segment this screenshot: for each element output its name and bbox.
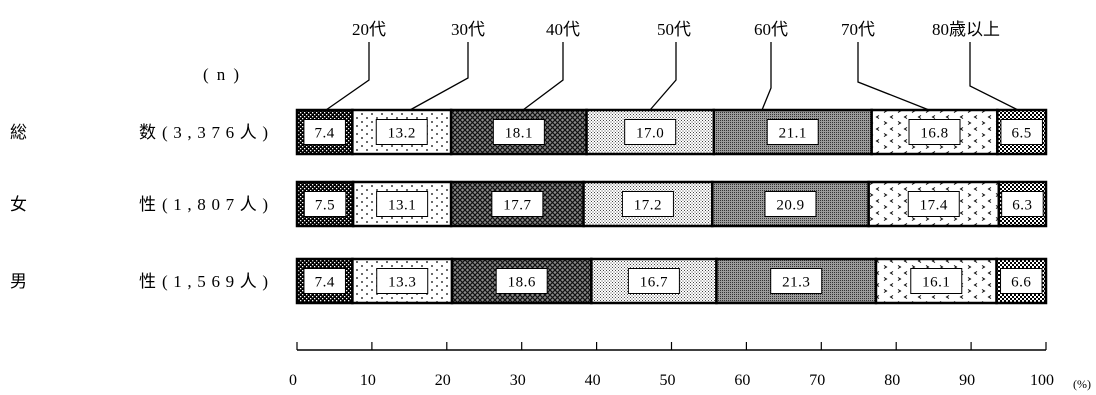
leader-line <box>857 42 930 111</box>
leader-line <box>409 42 469 111</box>
data-label: 13.1 <box>388 198 416 214</box>
data-label-box <box>764 191 817 217</box>
leader-line <box>761 42 772 111</box>
data-label: 13.2 <box>388 126 416 142</box>
data-label: 6.6 <box>1011 275 1031 291</box>
data-label-box <box>303 119 346 145</box>
legend-label: 20代 <box>352 20 386 39</box>
data-label: 16.7 <box>640 275 668 291</box>
category-labels: 総数 (3,376人) 女性 (1,807人) 男性 (1,569人) <box>10 123 268 291</box>
data-label: 16.1 <box>922 275 950 291</box>
bars: 7.4 13.2 18.1 17.0 21.1 16.8 6.5 7.5 13.1 17.7 17.… <box>295 108 1048 305</box>
data-label-box <box>910 268 963 294</box>
x-tick-label: 30 <box>510 372 526 389</box>
data-label: 17.0 <box>636 126 664 142</box>
data-label: 21.1 <box>779 126 807 142</box>
category-label: 総数 <box>10 123 156 142</box>
x-unit-label: (%) <box>1073 377 1091 391</box>
data-label: 16.8 <box>920 126 948 142</box>
data-label: 6.3 <box>1012 198 1032 214</box>
x-tick-label: 20 <box>435 372 451 389</box>
data-label-box <box>376 191 429 217</box>
x-tick-label: 0 <box>289 372 297 389</box>
data-label: 17.2 <box>634 198 662 214</box>
data-label: 18.1 <box>505 126 533 142</box>
data-label: 17.7 <box>503 198 531 214</box>
category-label: 男性 <box>10 272 156 291</box>
data-label-box <box>375 119 428 145</box>
leader-line <box>522 42 564 111</box>
x-tick-label: 90 <box>959 372 975 389</box>
data-label: 6.5 <box>1012 126 1032 142</box>
legend: 20代 30代 40代 50代 60代 70代 80歳以上 <box>325 20 1019 111</box>
legend-label: 70代 <box>841 20 875 39</box>
data-label: 17.4 <box>920 198 948 214</box>
category-n-label: (3,376人) <box>162 123 268 142</box>
n-header-label: (n) <box>203 65 239 84</box>
data-label-box <box>627 268 680 294</box>
data-label-box <box>1000 119 1043 145</box>
bar-segment <box>874 257 998 305</box>
data-label-box <box>303 268 346 294</box>
x-tick-label: 80 <box>884 372 900 389</box>
leader-line <box>325 42 370 111</box>
legend-label: 50代 <box>657 20 691 39</box>
legend-label: 80歳以上 <box>932 20 1000 39</box>
x-tick-label: 60 <box>734 372 750 389</box>
data-label: 7.4 <box>315 275 335 291</box>
x-tick-label: 100 <box>1030 372 1054 389</box>
data-label-box <box>303 191 347 217</box>
data-label-box <box>908 119 961 145</box>
data-label: 7.5 <box>315 198 335 214</box>
data-label-box <box>495 268 548 294</box>
leader-line <box>969 42 1019 111</box>
x-tick-label: 40 <box>585 372 601 389</box>
data-label-box <box>621 191 674 217</box>
data-label-box <box>1000 268 1043 294</box>
x-tick-label: 70 <box>809 372 825 389</box>
legend-label: 30代 <box>451 20 485 39</box>
leader-line <box>649 42 677 111</box>
x-tick-label: 50 <box>660 372 676 389</box>
data-label-box <box>624 119 677 145</box>
data-label-box <box>770 268 823 294</box>
data-label: 21.3 <box>782 275 810 291</box>
data-label-box <box>491 191 544 217</box>
data-label: 7.4 <box>315 126 335 142</box>
data-label: 20.9 <box>776 198 804 214</box>
category-label: 女性 <box>10 195 156 214</box>
x-axis: 0 10 20 30 40 50 60 70 80 90 100 <box>289 342 1054 389</box>
legend-label: 60代 <box>754 20 788 39</box>
data-label-box <box>376 268 429 294</box>
category-n-label: (1,569人) <box>162 272 268 291</box>
data-label-box <box>1001 191 1044 217</box>
data-label-box <box>492 119 545 145</box>
category-n-label: (1,807人) <box>162 195 268 214</box>
legend-label: 40代 <box>546 20 580 39</box>
data-label: 18.6 <box>508 275 536 291</box>
data-label-box <box>907 191 960 217</box>
data-label: 13.3 <box>388 275 416 291</box>
x-tick-label: 10 <box>360 372 376 389</box>
data-label-box <box>766 119 819 145</box>
